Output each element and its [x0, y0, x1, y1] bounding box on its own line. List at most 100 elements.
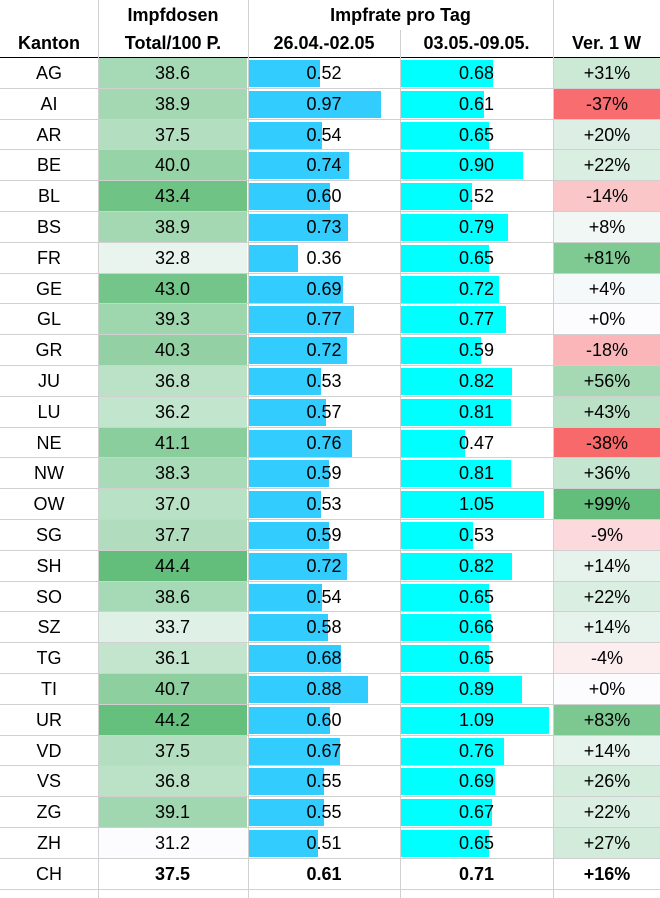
rate1-bar — [249, 244, 298, 272]
row-divider — [0, 272, 660, 274]
change-cell: +27% — [554, 828, 660, 858]
change-cell: +4% — [554, 273, 660, 304]
rate1-value: 0.97 — [306, 93, 342, 114]
row-divider — [0, 87, 660, 89]
doses-cell: 38.3 — [98, 458, 247, 489]
doses-cell: 39.1 — [98, 797, 247, 828]
rate2-value: 0.69 — [458, 771, 495, 792]
column-divider — [248, 0, 249, 898]
header-rate-group: Impfrate pro Tag — [330, 5, 471, 25]
rate1-bar — [249, 429, 352, 457]
canton-cell: TI — [41, 679, 57, 699]
rate1-value: 0.54 — [306, 586, 342, 607]
row-divider — [0, 118, 660, 120]
rate1-value: 0.36 — [306, 247, 342, 268]
row-divider — [0, 365, 660, 366]
row-divider — [0, 303, 660, 305]
doses-cell: 36.8 — [98, 366, 247, 396]
rate1-value: 0.74 — [306, 155, 342, 176]
rate2-bar — [401, 183, 472, 211]
rate2-value: 0.65 — [458, 648, 495, 669]
row-divider — [0, 827, 660, 828]
row-divider — [0, 488, 660, 490]
row-divider — [0, 703, 660, 705]
row-divider — [0, 580, 660, 582]
doses-cell: 43.4 — [98, 181, 247, 212]
rate1-value: 0.72 — [306, 340, 342, 361]
doses-cell: 31.2 — [98, 828, 247, 858]
doses-cell: 38.6 — [98, 58, 247, 88]
change-cell: -38% — [554, 427, 660, 458]
change-cell: +22% — [554, 581, 660, 612]
change-cell: +36% — [554, 458, 660, 489]
row-divider — [0, 149, 660, 151]
rate1-value: 0.73 — [306, 217, 342, 237]
rate2-bar — [401, 676, 522, 703]
rate2-value: 0.77 — [458, 309, 495, 330]
canton-cell: SG — [35, 525, 62, 545]
rate2-bar — [401, 368, 512, 395]
rate2-bar — [401, 583, 489, 611]
rate1-value: 0.59 — [306, 525, 342, 545]
canton-cell: GR — [35, 340, 63, 361]
doses-cell: 43.0 — [98, 273, 247, 304]
rate2-value: 1.09 — [458, 709, 495, 730]
rate2-bar — [401, 737, 504, 765]
canton-cell: TG — [36, 648, 62, 669]
rate1-bar — [249, 275, 343, 303]
rate1-bar — [249, 183, 330, 211]
canton-cell: VS — [36, 771, 61, 792]
doses-cell: 38.9 — [98, 212, 247, 242]
rate1-bar — [249, 337, 347, 365]
rate2-value: 0.68 — [458, 63, 495, 83]
change-cell: +43% — [554, 396, 660, 427]
rate1-value: 0.57 — [306, 401, 342, 422]
rate1-bar — [249, 60, 320, 87]
header-divider — [0, 57, 660, 58]
rate1-value: 0.60 — [306, 709, 342, 730]
change-cell: +14% — [554, 612, 660, 643]
rate2-bar — [401, 306, 506, 334]
doses-cell: 41.1 — [98, 427, 247, 458]
change-cell: -14% — [554, 181, 660, 212]
rate1-value: 0.55 — [306, 771, 342, 792]
row-divider — [0, 673, 660, 674]
change-cell: +14% — [554, 735, 660, 766]
rate1-bar — [249, 214, 348, 241]
doses-cell: 40.7 — [98, 674, 247, 704]
rate1-bar — [249, 152, 349, 180]
doses-cell: 37.7 — [98, 520, 247, 550]
row-divider — [0, 395, 660, 397]
rate2-bar — [401, 90, 484, 118]
column-divider — [98, 0, 99, 898]
doses-cell: 44.4 — [98, 550, 247, 581]
rate2-bar — [401, 152, 523, 180]
canton-cell: LU — [37, 401, 61, 422]
rate2-bar — [401, 275, 499, 303]
canton-cell: GE — [35, 278, 62, 299]
rate2-bar — [401, 121, 489, 149]
rate2-bar — [401, 429, 465, 457]
canton-cell: GL — [36, 309, 61, 330]
rate1-value: 0.53 — [306, 494, 342, 515]
rate1-value: 0.55 — [306, 802, 342, 823]
rate2-bar — [401, 706, 549, 734]
change-cell: +16% — [583, 863, 631, 884]
rate2-bar — [401, 552, 512, 580]
change-cell: +0% — [554, 674, 660, 704]
rate2-bar — [401, 799, 492, 827]
canton-cell: JU — [38, 371, 60, 391]
doses-cell: 37.5 — [98, 119, 247, 150]
rate2-bar — [401, 614, 491, 642]
canton-cell: AI — [40, 93, 58, 114]
canton-cell: FR — [37, 247, 61, 268]
rate1-value: 0.72 — [306, 555, 342, 576]
row-divider — [0, 857, 660, 859]
rate1-value: 0.60 — [306, 186, 342, 207]
row-divider — [0, 796, 660, 798]
canton-cell: SH — [36, 555, 62, 576]
rate2-value: 0.47 — [458, 432, 495, 453]
row-divider — [0, 519, 660, 520]
change-cell: +22% — [554, 150, 660, 181]
rate2-value: 0.67 — [458, 802, 495, 823]
